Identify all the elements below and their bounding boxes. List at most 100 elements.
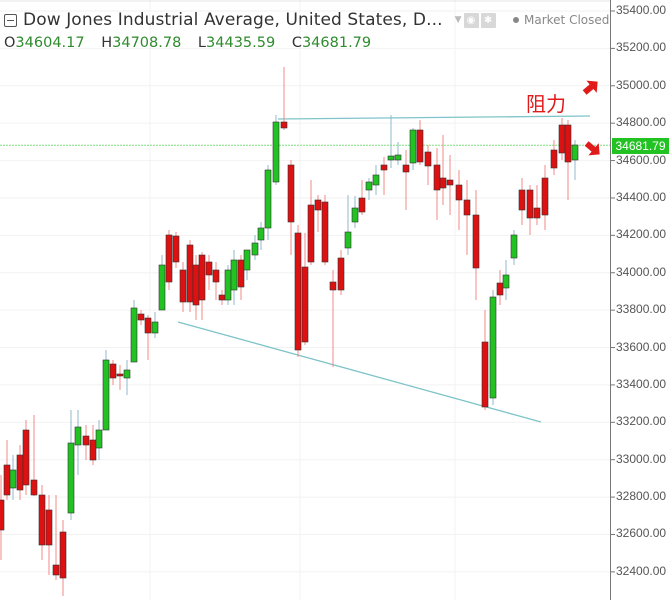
candle-down	[496, 282, 504, 296]
candle-down	[116, 373, 124, 377]
resistance-label: 阻力	[526, 92, 566, 116]
candle-down	[321, 201, 329, 263]
candle-down	[59, 531, 67, 579]
price-axis-label: 34600.00	[616, 152, 667, 167]
market-status: Market Closed	[513, 13, 609, 27]
price-axis-label: 35200.00	[616, 40, 667, 55]
candle-down	[416, 129, 424, 163]
candle-down	[280, 121, 288, 129]
candle-down	[172, 235, 180, 263]
price-axis-label: 32400.00	[616, 563, 667, 578]
candle-down	[294, 232, 302, 351]
candle-down	[463, 199, 471, 216]
price-axis-label: 34800.00	[616, 115, 667, 130]
low-key: L	[197, 35, 207, 51]
resistance-line	[277, 115, 591, 120]
candle-down	[481, 341, 489, 408]
candle-down	[380, 164, 388, 171]
open-value: 34604.17	[15, 35, 85, 51]
candle-down	[212, 269, 220, 283]
candle-up	[571, 144, 579, 161]
low-value: 34435.59	[206, 35, 276, 51]
candle-down	[550, 149, 558, 169]
candle-down	[472, 214, 480, 269]
candle-up	[224, 269, 232, 301]
candle-up	[230, 259, 238, 291]
last-price-tag: 34681.79	[612, 138, 669, 154]
candle-up	[9, 469, 17, 489]
price-axis-label: 33200.00	[616, 414, 667, 429]
candle-down	[45, 509, 53, 546]
dropdown-arrow-icon[interactable]: ▼	[454, 15, 462, 25]
candle-down	[165, 234, 173, 283]
ohlc-values: O34604.17 H34708.78 L34435.59 C34681.79	[4, 35, 383, 51]
candle-up	[130, 307, 138, 363]
price-axis-label: 34200.00	[616, 227, 667, 242]
candle-down	[179, 269, 187, 303]
candle-up	[95, 429, 103, 449]
close-value: 34681.79	[301, 35, 372, 51]
candle-down	[526, 189, 534, 219]
candle-down	[205, 261, 213, 276]
candle-up	[74, 426, 82, 446]
candle-down	[558, 124, 566, 154]
candle-up	[251, 242, 259, 256]
price-axis-label: 34000.00	[616, 264, 667, 279]
price-axis-label: 33600.00	[616, 339, 667, 354]
candle-down	[287, 164, 295, 223]
candle-down	[218, 294, 226, 301]
collapse-icon[interactable]	[4, 13, 17, 27]
candle-down	[541, 177, 549, 216]
close-key: C	[291, 35, 302, 51]
candle-down	[518, 189, 526, 211]
candle-up	[67, 442, 75, 514]
candle-down	[38, 494, 46, 546]
candle-down	[433, 164, 441, 191]
candle-down	[16, 454, 24, 491]
candle-up	[502, 274, 510, 289]
candle-down	[455, 184, 463, 201]
symbol-title[interactable]: Dow Jones Industrial Average, United Sta…	[23, 10, 443, 30]
support-trendline	[177, 321, 542, 423]
candle-up	[387, 155, 395, 161]
candle-down	[314, 199, 322, 211]
candle-down	[564, 124, 572, 163]
price-axis-label: 34400.00	[616, 189, 667, 204]
candle-up	[510, 234, 518, 259]
candle-up	[489, 296, 497, 399]
candle-down	[109, 363, 117, 379]
candle-down	[186, 244, 194, 303]
candle-down	[337, 257, 345, 291]
candle-up	[372, 174, 380, 186]
market-status-text: Market Closed	[524, 13, 610, 27]
arrow-up-right-icon	[582, 80, 598, 95]
arrow-down-right-icon	[584, 141, 600, 156]
candle-up	[272, 121, 280, 183]
price-axis-label: 35000.00	[616, 77, 667, 92]
candle-up	[264, 169, 272, 229]
title-row: Dow Jones Industrial Average, United Sta…	[4, 10, 496, 30]
candle-down	[192, 264, 200, 306]
candle-up	[151, 321, 159, 334]
price-axis-label: 33400.00	[616, 376, 667, 391]
high-key: H	[101, 35, 113, 51]
candle-up	[257, 227, 265, 241]
candle-down	[424, 151, 432, 167]
candle-up	[243, 249, 251, 271]
candle-down	[307, 204, 315, 263]
candle-up	[409, 129, 417, 164]
candle-down	[3, 464, 11, 496]
candle-up	[344, 231, 352, 249]
price-axis-label: 32800.00	[616, 489, 667, 504]
candle-down	[82, 435, 90, 446]
candle-down	[329, 281, 337, 291]
eye-icon[interactable]: ◉	[463, 12, 479, 28]
candle-down	[137, 313, 145, 321]
candle-up	[365, 181, 373, 191]
gear-icon[interactable]: ✱	[480, 12, 496, 28]
candle-down	[198, 254, 206, 301]
high-value: 34708.78	[112, 35, 182, 51]
candle-up	[394, 154, 402, 161]
candle-down	[402, 164, 410, 173]
